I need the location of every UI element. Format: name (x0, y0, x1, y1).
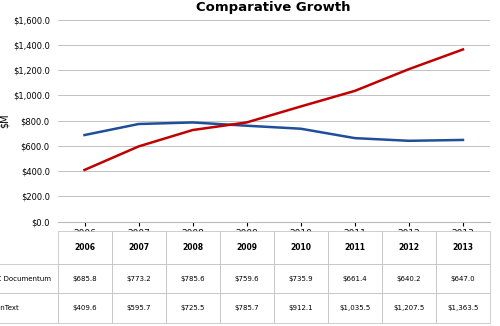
Y-axis label: $M: $M (0, 113, 10, 128)
Title: Comparative Growth: Comparative Growth (196, 1, 351, 14)
